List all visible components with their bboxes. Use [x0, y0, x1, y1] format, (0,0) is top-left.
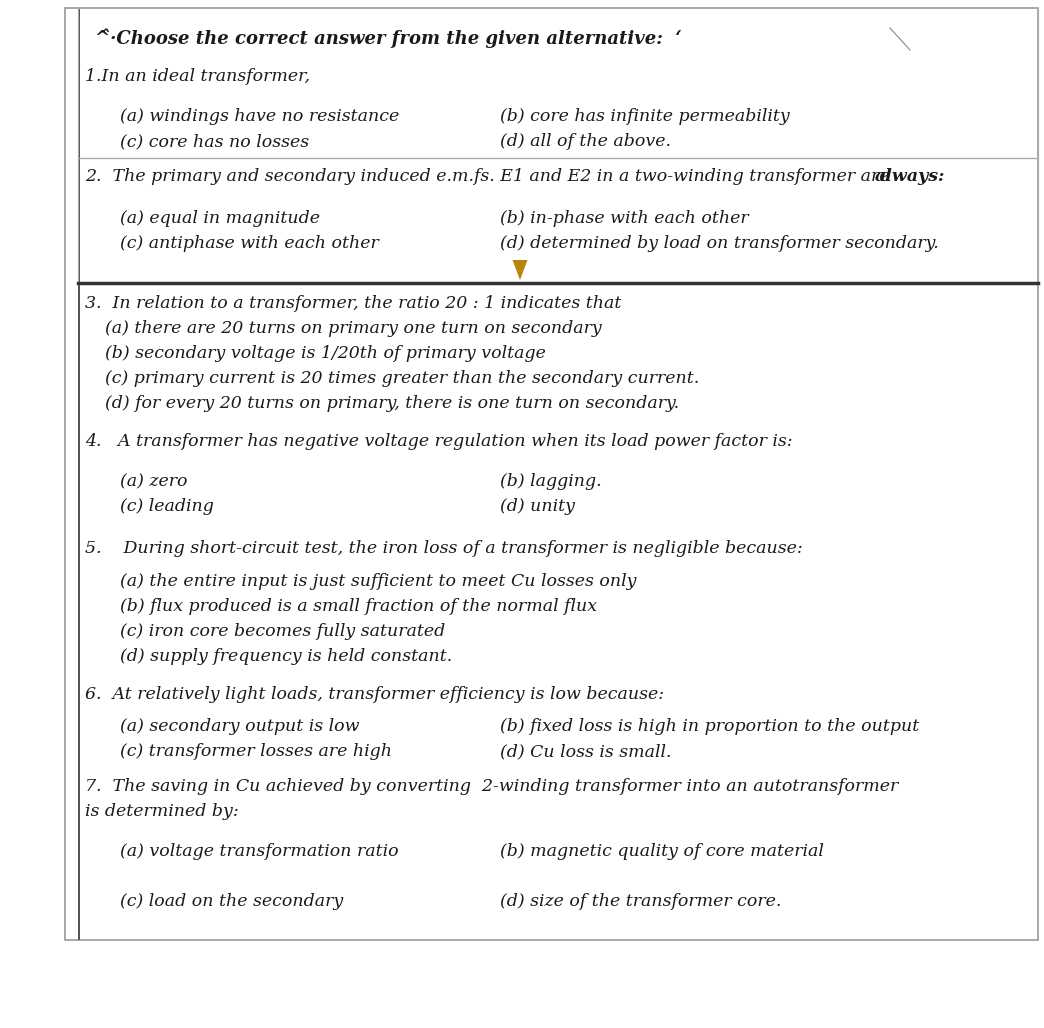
Text: 3.  In relation to a transformer, the ratio 20 : 1 indicates that: 3. In relation to a transformer, the rat…: [85, 295, 621, 313]
Text: (a) windings have no resistance: (a) windings have no resistance: [120, 108, 399, 125]
Text: (b) core has infinite permeability: (b) core has infinite permeability: [500, 108, 789, 125]
Text: (d) determined by load on transformer secondary.: (d) determined by load on transformer se…: [500, 235, 939, 252]
Text: (d) unity: (d) unity: [500, 498, 575, 515]
Text: (b) flux produced is a small fraction of the normal flux: (b) flux produced is a small fraction of…: [120, 598, 597, 615]
Text: (c) antiphase with each other: (c) antiphase with each other: [120, 235, 379, 252]
Text: (c) load on the secondary: (c) load on the secondary: [120, 893, 343, 910]
Text: 7.  The saving in Cu achieved by converting  2-winding transformer into an autot: 7. The saving in Cu achieved by converti…: [85, 778, 898, 795]
Text: (a) secondary output is low: (a) secondary output is low: [120, 718, 359, 735]
Text: 5.    During short-circuit test, the iron loss of a transformer is negligible be: 5. During short-circuit test, the iron l…: [85, 540, 803, 557]
Text: always:: always:: [875, 168, 946, 185]
Text: (a) the entire input is just sufficient to meet Cu losses only: (a) the entire input is just sufficient …: [120, 573, 637, 590]
Text: is determined by:: is determined by:: [85, 803, 239, 820]
Text: ^̂·Choose the correct answer from the given alternative:  ‘: ^̂·Choose the correct answer from the gi…: [95, 28, 682, 47]
Text: (d) Cu loss is small.: (d) Cu loss is small.: [500, 743, 671, 760]
Text: (a) there are 20 turns on primary one turn on secondary: (a) there are 20 turns on primary one tu…: [105, 320, 601, 337]
Text: (c) primary current is 20 times greater than the secondary current.: (c) primary current is 20 times greater …: [105, 370, 699, 387]
Text: (b) fixed loss is high in proportion to the output: (b) fixed loss is high in proportion to …: [500, 718, 920, 735]
Text: (b) in-phase with each other: (b) in-phase with each other: [500, 210, 749, 227]
Text: (c) leading: (c) leading: [120, 498, 214, 515]
Text: (a) zero: (a) zero: [120, 473, 188, 490]
Text: 6.  At relatively light loads, transformer efficiency is low because:: 6. At relatively light loads, transforme…: [85, 686, 664, 703]
Text: 4.   A transformer has negative voltage regulation when its load power factor is: 4. A transformer has negative voltage re…: [85, 433, 792, 450]
Text: (a) equal in magnitude: (a) equal in magnitude: [120, 210, 321, 227]
Text: (d) for every 20 turns on primary, there is one turn on secondary.: (d) for every 20 turns on primary, there…: [105, 395, 680, 412]
Text: (d) all of the above.: (d) all of the above.: [500, 133, 671, 150]
Text: (b) secondary voltage is 1/20th of primary voltage: (b) secondary voltage is 1/20th of prima…: [105, 345, 546, 362]
Text: (a) voltage transformation ratio: (a) voltage transformation ratio: [120, 843, 399, 860]
Text: (c) transformer losses are high: (c) transformer losses are high: [120, 743, 392, 760]
Text: (c) core has no losses: (c) core has no losses: [120, 133, 309, 150]
Text: (b) lagging.: (b) lagging.: [500, 473, 601, 490]
Text: 2.  The primary and secondary induced e.m.fs. E1 and E2 in a two-winding transfo: 2. The primary and secondary induced e.m…: [85, 168, 895, 185]
Text: 1.In an ideal transformer,: 1.In an ideal transformer,: [85, 68, 310, 85]
Text: (c) iron core becomes fully saturated: (c) iron core becomes fully saturated: [120, 623, 445, 640]
Text: (d) size of the transformer core.: (d) size of the transformer core.: [500, 893, 781, 910]
Text: (b) magnetic quality of core material: (b) magnetic quality of core material: [500, 843, 824, 860]
Text: (d) supply frequency is held constant.: (d) supply frequency is held constant.: [120, 648, 452, 665]
